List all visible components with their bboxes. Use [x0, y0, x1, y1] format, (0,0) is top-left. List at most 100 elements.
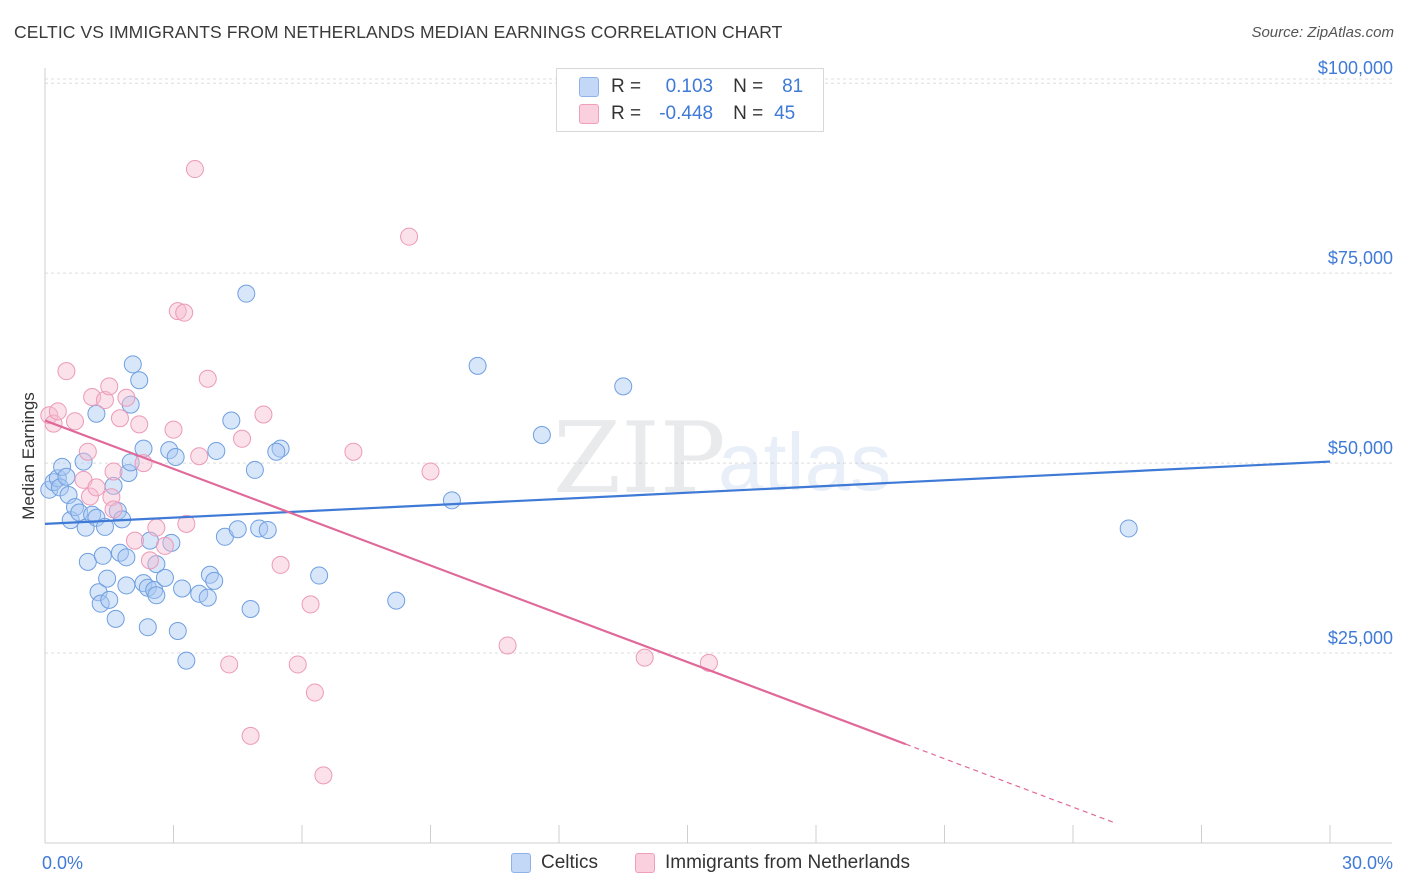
netherlands-point: [125, 531, 144, 550]
correlation-legend: R = 0.103 N = 81 R = -0.448 N = 45: [556, 68, 824, 132]
celtics-point: [1119, 519, 1138, 538]
celtics-point: [117, 576, 136, 595]
watermark: ZIP atlas: [553, 402, 891, 516]
netherlands-point: [233, 429, 252, 448]
celtics-point: [442, 491, 461, 510]
celtics-point: [53, 457, 72, 476]
netherlands-point: [130, 415, 149, 434]
netherlands-point: [400, 227, 419, 246]
celtics-point: [198, 588, 217, 607]
celtics-point: [106, 609, 125, 628]
bottom-legend-celtics-label: Celtics: [541, 852, 599, 873]
netherlands-point: [190, 447, 209, 466]
netherlands-point: [104, 462, 123, 481]
y-axis-label: Median Earnings: [19, 392, 38, 520]
celtics-point: [117, 548, 136, 567]
netherlands-point: [271, 555, 290, 574]
tick-labels: $25,000 $50,000 $75,000 $100,000 0.0% 30.0%: [42, 58, 1393, 873]
netherlands-point: [699, 653, 718, 672]
bottom-legend-netherlands-label: Immigrants from Netherlands: [665, 852, 910, 873]
netherlands-point: [110, 409, 129, 428]
netherlands-point: [421, 462, 440, 481]
gridlines: [45, 78, 1392, 654]
legend-n-label: N =: [733, 76, 764, 97]
celtics-point: [166, 448, 185, 467]
y-tick-label: $75,000: [1328, 248, 1393, 268]
netherlands-point: [177, 514, 196, 533]
axes: [44, 68, 1392, 844]
celtics-point: [95, 517, 114, 536]
chart-title: CELTIC VS IMMIGRANTS FROM NETHERLANDS ME…: [14, 22, 783, 42]
netherlands-point: [104, 500, 123, 519]
netherlands-point: [155, 536, 174, 555]
netherlands-point: [87, 478, 106, 497]
source-label: Source: ZipAtlas.com: [1251, 24, 1394, 41]
trend-lines: [44, 419, 1331, 824]
netherlands-point: [305, 683, 324, 702]
netherlands-point: [140, 551, 159, 570]
celtics-point: [87, 404, 106, 423]
celtics-point: [93, 546, 112, 565]
celtics-point: [241, 599, 260, 618]
netherlands-point: [344, 442, 363, 461]
netherlands-point: [65, 412, 84, 431]
celtics-point: [78, 552, 97, 571]
legend-r-value: 0.103: [665, 76, 714, 97]
legend-row-celtics: R = 0.103 N = 81: [579, 74, 803, 100]
celtics-point: [532, 425, 551, 444]
celtics-point: [207, 441, 226, 460]
celtics-point: [160, 441, 179, 460]
netherlands-points: [40, 160, 718, 785]
celtics-point: [310, 566, 329, 585]
netherlands-point: [100, 377, 119, 396]
celtics-point: [91, 594, 110, 613]
celtics-point: [173, 579, 192, 598]
celtics-point: [130, 371, 149, 390]
bottom-legend-netherlands: Immigrants from Netherlands: [635, 852, 910, 874]
celtics-point: [387, 591, 406, 610]
netherlands-trend-line: [44, 419, 907, 746]
netherlands-point: [314, 766, 333, 785]
celtics-trend-line: [44, 460, 1331, 525]
legend-row-netherlands: R = -0.448 N = 45: [579, 101, 795, 127]
celtics-point: [138, 618, 157, 637]
celtics-point: [228, 520, 247, 539]
netherlands-point: [175, 303, 194, 322]
celtics-point: [74, 452, 93, 471]
celtics-point: [100, 590, 119, 609]
netherlands-point: [241, 726, 260, 745]
netherlands-point: [635, 648, 654, 667]
celtics-point: [57, 467, 76, 486]
netherlands-point: [164, 420, 183, 439]
celtics-point: [237, 284, 256, 303]
celtics-point: [205, 571, 224, 590]
legend-n-value: 81: [782, 76, 804, 97]
netherlands-point: [95, 391, 114, 410]
celtics-point: [155, 568, 174, 587]
celtics-point: [147, 586, 166, 605]
celtics-point: [177, 651, 196, 670]
y-tick-label: $100,000: [1318, 58, 1393, 78]
legend-swatch-blue: [579, 77, 599, 97]
legend-n-value: 45: [774, 103, 796, 124]
celtics-point: [267, 442, 286, 461]
netherlands-point: [198, 369, 217, 388]
netherlands-point: [57, 362, 76, 381]
bottom-swatch-pink: [635, 853, 655, 873]
x-tick-label: 0.0%: [42, 853, 83, 873]
legend-swatch-pink: [579, 104, 599, 124]
legend-r-value: -0.448: [659, 103, 714, 124]
netherlands-point: [185, 160, 204, 179]
bottom-swatch-blue: [511, 853, 531, 873]
celtics-point: [614, 377, 633, 396]
netherlands-point: [48, 402, 67, 421]
netherlands-point: [168, 302, 187, 321]
y-tick-label: $50,000: [1328, 438, 1393, 458]
celtics-point: [190, 584, 209, 603]
netherlands-point: [78, 442, 97, 461]
celtics-point: [222, 411, 241, 430]
celtics-point: [89, 583, 108, 602]
celtics-point: [119, 463, 138, 482]
celtics-point: [258, 520, 277, 539]
